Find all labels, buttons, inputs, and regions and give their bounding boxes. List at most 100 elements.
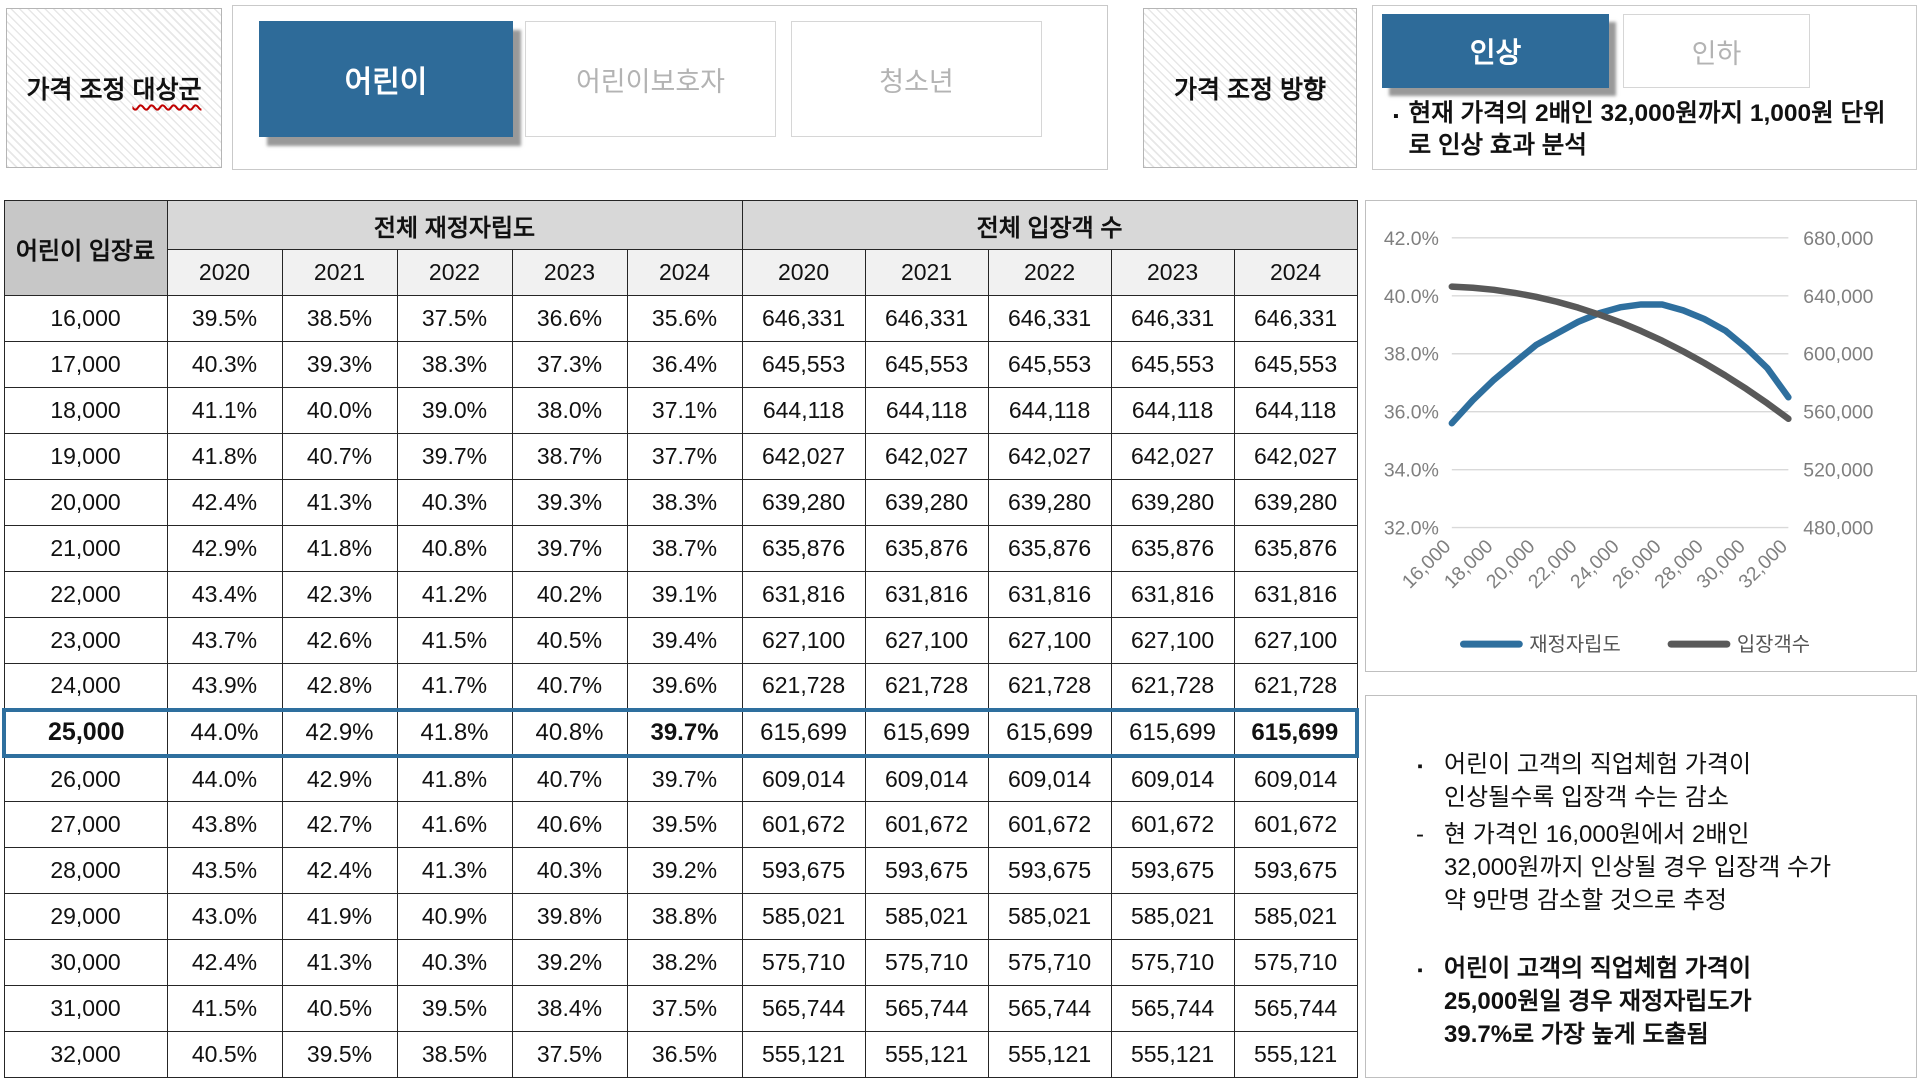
table-cell: 37.5% [626,985,743,1032]
table-cell: 36.5% [626,1031,743,1078]
table-cell: 41.8% [166,433,283,480]
table-cell: 601,672 [1233,801,1358,848]
table-cell: 644,118 [741,387,866,434]
table-cell: 642,027 [987,433,1112,480]
year-header: 2022 [396,249,513,296]
table-cell: 555,121 [1110,1031,1235,1078]
table-cell: 39.7% [396,433,513,480]
table-cell: 575,710 [987,939,1112,986]
target-button-children[interactable]: 어린이 [259,21,513,137]
table-cell: 16,000 [3,295,168,342]
table-cell: 19,000 [3,433,168,480]
table-cell: 28,000 [3,847,168,894]
table-cell: 29,000 [3,893,168,940]
table-cell: 42.7% [281,801,398,848]
table-cell: 646,331 [864,295,989,342]
table-cell: 645,553 [1110,341,1235,388]
year-header: 2020 [166,249,283,296]
table-cell: 26,000 [3,755,168,802]
table-cell: 631,816 [864,571,989,618]
direction-panel: 인상 인하 ▪ 현재 가격의 2배인 32,000원까지 1,000원 단위로 인… [1372,5,1917,170]
table-cell: 631,816 [741,571,866,618]
svg-text:42.0%: 42.0% [1384,228,1439,250]
table-cell: 42.4% [166,479,283,526]
table-cell: 631,816 [987,571,1112,618]
table-cell: 642,027 [864,433,989,480]
square-bullet-icon: ▪ [1393,108,1399,125]
table-cell: 42.9% [281,707,398,758]
table-cell: 645,553 [741,341,866,388]
table-cell: 585,021 [1233,893,1358,940]
table-cell: 646,331 [987,295,1112,342]
table-cell: 38.7% [626,525,743,572]
table-cell: 565,744 [864,985,989,1032]
table-cell: 621,728 [864,663,989,710]
svg-text:600,000: 600,000 [1803,344,1873,366]
table-cell: 645,553 [864,341,989,388]
dash-bullet-icon: - [1416,821,1424,849]
direction-button-decrease[interactable]: 인하 [1623,14,1810,88]
target-group-panel: 어린이 어린이보호자 청소년 [232,5,1108,170]
table-cell: 593,675 [1110,847,1235,894]
table-cell: 565,744 [987,985,1112,1032]
trend-chart: 42.0% 680,000 40.0% 640,000 38.0% 600,000 36.0… [1384,228,1874,656]
table-cell: 39.2% [626,847,743,894]
table-cell: 615,699 [864,707,989,758]
svg-text:640,000: 640,000 [1803,286,1873,308]
table-cell: 635,876 [1110,525,1235,572]
table-cell: 646,331 [1233,295,1358,342]
table-cell: 42.4% [166,939,283,986]
table-row: 31,000 41.5% 40.5% 39.5% 38.4% 37.5% 565,744 56… [3,985,1358,1032]
table-cell: 555,121 [864,1031,989,1078]
table-cell: 41.2% [396,571,513,618]
table-cell: 39.7% [626,755,743,802]
direction-note: ▪ 현재 가격의 2배인 32,000원까지 1,000원 단위로 인상 효과 … [1393,98,1907,163]
table-cell: 42.3% [281,571,398,618]
table-cell: 627,100 [741,617,866,664]
table-cell: 601,672 [741,801,866,848]
table-cell: 41.8% [396,755,513,802]
table-cell: 646,331 [741,295,866,342]
table-cell: 36.6% [511,295,628,342]
table-cell: 39.0% [396,387,513,434]
target-button-child-guardian[interactable]: 어린이보호자 [525,21,776,137]
financial-independence-group-header: 전체 재정자립도 [166,200,743,250]
table-cell: 41.3% [281,479,398,526]
table-cell: 644,118 [1233,387,1358,434]
table-cell: 609,014 [864,755,989,802]
svg-text:34.0%: 34.0% [1384,460,1439,482]
table-cell: 41.7% [396,663,513,710]
year-header: 2024 [1233,249,1358,296]
insight-text: 어린이 고객의 직업체험 가격이 25,000원일 경우 재정자립도가 39.7%로… [1444,954,1752,1048]
table-cell: 30,000 [3,939,168,986]
table-row: 24,000 43.9% 42.8% 41.7% 40.7% 39.6% 621,728 62… [3,663,1358,710]
table-cell: 565,744 [741,985,866,1032]
direction-button-increase[interactable]: 인상 [1382,14,1609,88]
table-cell: 38.3% [396,341,513,388]
table-cell: 40.6% [511,801,628,848]
trend-chart-panel: 42.0% 680,000 40.0% 640,000 38.0% 600,000 36.0… [1365,200,1917,672]
table-cell: 593,675 [741,847,866,894]
table-row: 20,000 42.4% 41.3% 40.3% 39.3% 38.3% 639,280 63… [3,479,1358,526]
insight-text: 현 가격인 16,000원에서 2배인 32,000원까지 인상될 경우 입장객 … [1444,821,1832,915]
table-cell: 639,280 [1110,479,1235,526]
table-cell: 585,021 [864,893,989,940]
table-cell: 39.5% [396,985,513,1032]
table-cell: 609,014 [987,755,1112,802]
table-cell: 42.9% [166,525,283,572]
target-group-label: 가격 조정 대상군 [6,8,222,168]
target-button-teen[interactable]: 청소년 [791,21,1042,137]
svg-text:480,000: 480,000 [1803,518,1873,540]
table-cell: 43.8% [166,801,283,848]
table-cell: 39.5% [626,801,743,848]
table-cell: 40.3% [396,479,513,526]
table-cell: 40.8% [511,707,628,758]
table-cell: 615,699 [1233,707,1360,758]
table-cell: 585,021 [1110,893,1235,940]
table-cell: 627,100 [987,617,1112,664]
table-cell: 27,000 [3,801,168,848]
table-cell: 40.9% [396,893,513,940]
table-cell: 40.7% [281,433,398,480]
square-bullet-icon: ▪ [1417,961,1423,979]
table-cell: 555,121 [741,1031,866,1078]
